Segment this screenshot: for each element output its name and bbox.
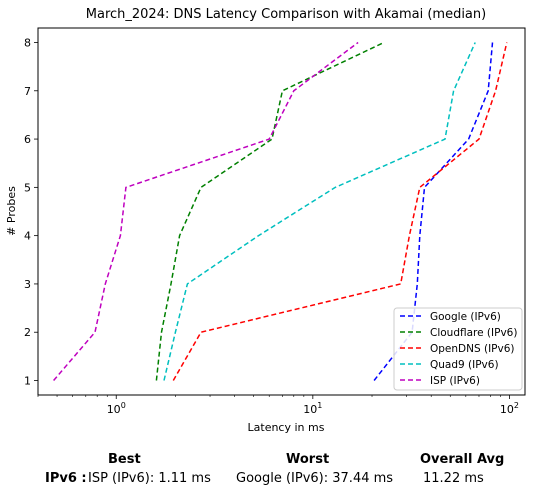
x-tick-label: 102 [500,401,519,416]
series-line-4 [53,41,359,381]
legend-box [393,307,523,391]
summary-header-best: Best [108,452,141,467]
y-tick-label: 3 [24,278,31,291]
x-axis: 100 101 102 [37,395,519,416]
plot-frame [37,27,526,396]
y-tick-label: 8 [24,36,31,49]
y-tick-label: 2 [24,326,31,339]
y-tick-label: 5 [24,181,31,194]
summary-header-avg: Overall Avg [420,452,505,467]
chart: March_2024: DNS Latency Comparison with … [5,7,526,434]
legend: Google (IPv6) Cloudflare (IPv6) OpenDNS (I… [393,307,523,391]
y-tick-label: 7 [24,85,31,98]
summary-row-label: IPv6 : [45,471,87,486]
series-line-1 [155,41,385,381]
y-tick-label: 1 [24,375,31,388]
summary-table: Best Worst Overall Avg IPv6 : ISP (IPv6)… [0,448,541,496]
x-tick-label: 100 [107,401,126,416]
series-line-2 [172,42,508,381]
y-tick-label: 4 [24,230,31,243]
summary-worst-value: Google (IPv6): 37.44 ms [236,471,394,486]
series-line-0 [373,42,494,381]
y-axis: 1 2 3 4 5 6 7 8 [24,36,38,388]
summary-best-value: ISP (IPv6): 1.11 ms [88,471,211,486]
chart-title: March_2024: DNS Latency Comparison with … [86,7,486,22]
x-axis-label: Latency in ms [248,421,325,434]
summary-avg-value: 11.22 ms [423,471,484,486]
legend-label-2: OpenDNS (IPv6) [430,343,515,355]
series-line-3 [163,42,476,381]
legend-label-0: Google (IPv6) [430,311,501,323]
y-axis-label: # Probes [5,186,18,236]
series-layer [53,41,508,381]
legend-label-3: Quad9 (IPv6) [430,359,499,371]
summary-header-worst: Worst [286,452,330,467]
y-tick-label: 6 [24,133,31,146]
x-tick-label: 101 [303,401,322,416]
legend-label-1: Cloudflare (IPv6) [430,327,517,339]
legend-label-4: ISP (IPv6) [430,375,480,387]
